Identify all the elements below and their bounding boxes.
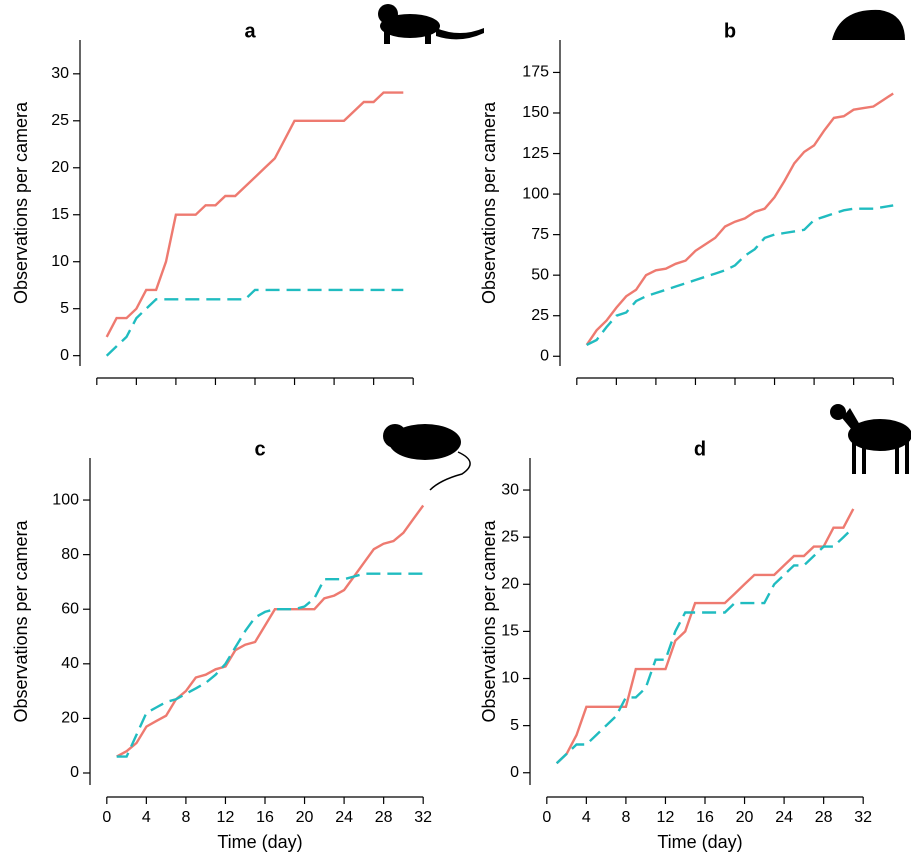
x-tick-label: 32 — [414, 809, 432, 826]
x-tick-label: 0 — [542, 809, 551, 826]
panel: c 0 20 40 60 80 100 0 4 8 12 16 20 24 28 32 Time (day) Ob… — [11, 438, 432, 851]
x-tick-label: 28 — [815, 809, 833, 826]
y-tick-label: 0 — [60, 347, 69, 364]
panel: d 0 5 10 15 20 25 30 0 4 8 12 16 20 24 28 32 Time (day) Ob… — [479, 438, 872, 851]
y-tick-label: 10 — [51, 253, 69, 270]
y-tick-label: 60 — [61, 600, 79, 617]
y-tick-label: 30 — [501, 481, 519, 498]
x-tick-label: 16 — [256, 809, 274, 826]
y-tick-label: 80 — [61, 546, 79, 563]
icon-mustelid — [378, 4, 484, 44]
y-tick-label: 25 — [51, 112, 69, 129]
y-tick-label: 100 — [52, 491, 79, 508]
x-tick-label: 20 — [296, 809, 314, 826]
x-tick-label: 4 — [582, 809, 591, 826]
y-tick-label: 0 — [70, 764, 79, 781]
y-tick-label: 125 — [522, 145, 549, 162]
y-tick-label: 25 — [501, 528, 519, 545]
y-tick-label: 175 — [522, 64, 549, 81]
x-tick-label: 24 — [775, 809, 793, 826]
y-tick-label: 0 — [540, 347, 549, 364]
x-tick-label: 32 — [854, 809, 872, 826]
x-tick-label: 0 — [102, 809, 111, 826]
y-tick-label: 20 — [51, 159, 69, 176]
y-tick-label: 5 — [60, 300, 69, 317]
y-tick-label: 75 — [531, 226, 549, 243]
y-axis-label: Observations per camera — [11, 519, 31, 722]
icon-hedgehog — [832, 9, 905, 40]
panel-title: b — [724, 20, 736, 42]
x-tick-label: 8 — [181, 809, 190, 826]
y-tick-label: 50 — [531, 266, 549, 283]
y-tick-label: 150 — [522, 104, 549, 121]
y-tick-label: 20 — [501, 575, 519, 592]
series-line — [586, 204, 894, 346]
x-tick-label: 12 — [657, 809, 675, 826]
series-line — [555, 508, 855, 765]
series-line — [116, 572, 424, 758]
panel-title: a — [244, 20, 256, 42]
series-line — [116, 504, 425, 758]
y-tick-label: 30 — [51, 65, 69, 82]
y-axis-label: Observations per camera — [11, 101, 31, 304]
y-axis-label: Observations per camera — [479, 101, 499, 304]
panel: b 0 25 50 75 100 125 150 175 Observations per cam… — [479, 20, 894, 385]
y-tick-label: 40 — [61, 655, 79, 672]
x-axis-label: Time (day) — [657, 832, 742, 852]
icon-deer — [830, 404, 911, 474]
y-tick-label: 25 — [531, 307, 549, 324]
x-tick-label: 8 — [621, 809, 630, 826]
x-tick-label: 24 — [335, 809, 353, 826]
x-tick-label: 28 — [375, 809, 393, 826]
y-tick-label: 5 — [510, 717, 519, 734]
x-tick-label: 12 — [217, 809, 235, 826]
series-line — [105, 91, 404, 338]
y-tick-label: 100 — [522, 185, 549, 202]
y-tick-label: 0 — [510, 764, 519, 781]
series-line — [585, 92, 894, 346]
panel-title: d — [694, 438, 706, 460]
y-tick-label: 20 — [61, 710, 79, 727]
icon-rodent — [383, 424, 471, 491]
y-axis-label: Observations per camera — [479, 519, 499, 722]
panel: a 0 5 10 15 20 25 30 Observations per camera — [11, 20, 414, 385]
series-line — [105, 288, 404, 357]
x-axis-label: Time (day) — [217, 832, 302, 852]
panel-title: c — [254, 438, 265, 460]
y-tick-label: 10 — [501, 670, 519, 687]
x-tick-label: 4 — [142, 809, 151, 826]
y-tick-label: 15 — [51, 206, 69, 223]
x-tick-label: 20 — [736, 809, 754, 826]
x-tick-label: 16 — [696, 809, 714, 826]
y-tick-label: 15 — [501, 623, 519, 640]
series-line — [555, 526, 855, 765]
